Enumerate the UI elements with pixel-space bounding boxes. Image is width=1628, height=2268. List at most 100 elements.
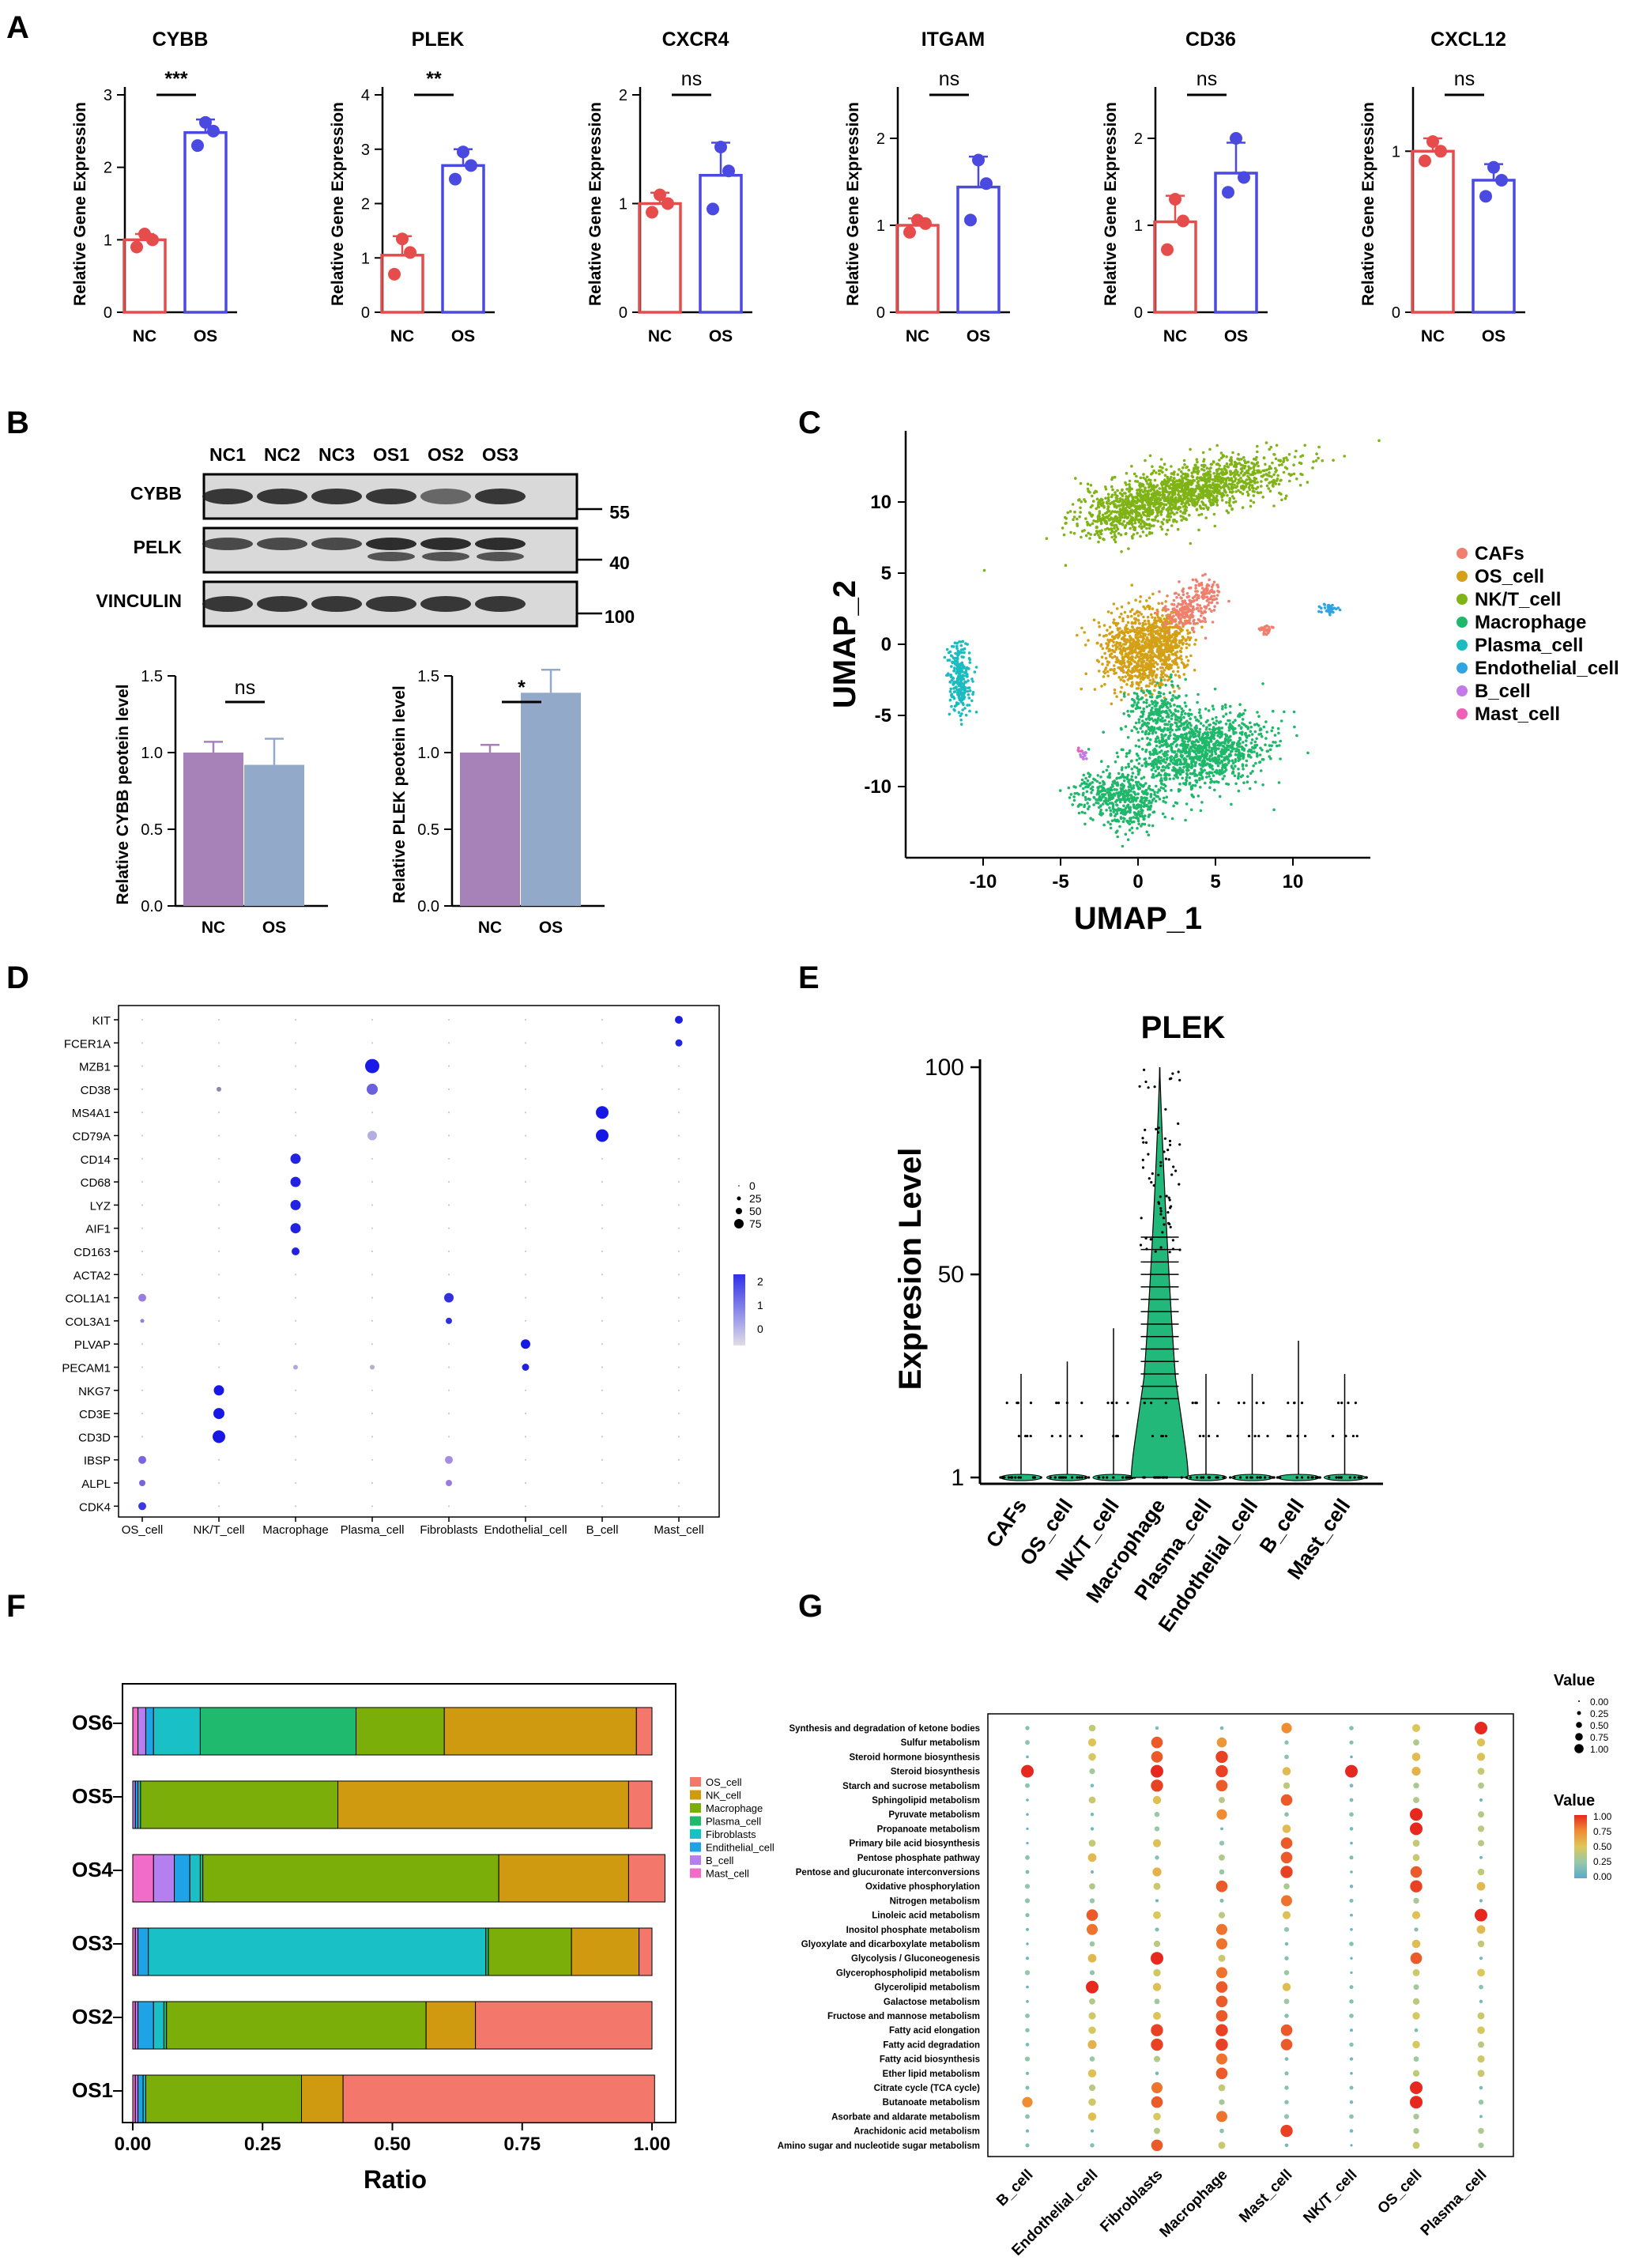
umap-point xyxy=(1105,511,1109,515)
umap-point xyxy=(1161,659,1164,662)
umap-point xyxy=(1200,801,1204,804)
umap-point xyxy=(1113,650,1116,653)
umap-point xyxy=(1293,455,1297,459)
umap-point xyxy=(1133,630,1136,634)
umap-point xyxy=(1161,466,1164,470)
y-tick-label: 2 xyxy=(619,87,627,104)
umap-point xyxy=(1170,758,1174,761)
umap-point xyxy=(1106,674,1110,677)
umap-point xyxy=(1152,670,1155,674)
umap-point xyxy=(1097,660,1101,663)
lane-label: NC1 xyxy=(209,444,246,465)
umap-point xyxy=(1146,615,1150,619)
umap-point xyxy=(1121,794,1125,798)
umap-point xyxy=(1227,478,1231,482)
umap-point xyxy=(1136,610,1139,614)
umap-point xyxy=(1140,628,1144,632)
umap-point xyxy=(1170,511,1174,514)
umap-point xyxy=(1156,519,1159,523)
umap-point xyxy=(1150,700,1154,703)
umap-point xyxy=(1170,497,1174,500)
umap-point xyxy=(1276,726,1280,730)
umap-point xyxy=(1164,605,1167,608)
umap-point xyxy=(1158,750,1161,754)
umap-point xyxy=(1174,696,1177,699)
umap-point xyxy=(1164,503,1168,507)
umap-point xyxy=(1122,508,1125,512)
umap-point xyxy=(1215,771,1219,775)
umap-point xyxy=(1185,767,1189,770)
y-axis-label: UMAP_2 xyxy=(827,580,862,708)
umap-point xyxy=(1177,727,1180,731)
umap-point xyxy=(1231,480,1234,484)
umap-point xyxy=(1187,750,1190,754)
umap-point xyxy=(1242,753,1245,757)
data-point xyxy=(964,213,977,227)
umap-point xyxy=(1167,653,1171,657)
umap-point xyxy=(1137,721,1141,724)
umap-point xyxy=(1149,795,1153,798)
umap-point xyxy=(1132,533,1136,536)
band xyxy=(367,552,415,561)
umap-point xyxy=(1149,641,1153,645)
umap-point xyxy=(1147,626,1151,630)
umap-point xyxy=(1276,477,1279,481)
umap-point xyxy=(1163,789,1167,793)
umap-point xyxy=(1186,636,1190,639)
umap-point xyxy=(1195,593,1198,596)
umap-point xyxy=(1216,468,1219,471)
umap-point xyxy=(1144,479,1148,483)
umap-point xyxy=(1208,764,1212,768)
umap-point xyxy=(1282,470,1286,474)
umap-point xyxy=(1160,736,1164,739)
umap-point xyxy=(1107,661,1111,664)
umap-point xyxy=(1184,726,1187,730)
umap-point xyxy=(1145,653,1149,656)
umap-point xyxy=(1288,479,1291,483)
umap-point xyxy=(1145,830,1148,834)
umap-point xyxy=(1144,764,1148,768)
umap-point xyxy=(1126,499,1130,503)
umap-point xyxy=(1097,534,1100,537)
umap-point xyxy=(1173,512,1176,516)
umap-point xyxy=(1086,482,1090,486)
umap-point xyxy=(1159,481,1163,485)
umap-point xyxy=(1098,633,1102,637)
umap-point xyxy=(1205,466,1209,470)
umap-point xyxy=(1174,801,1178,805)
umap-point xyxy=(1152,652,1155,655)
umap-point xyxy=(1233,483,1236,487)
umap-point xyxy=(1153,791,1156,794)
umap-point xyxy=(1264,462,1267,466)
umap-point xyxy=(1114,643,1117,647)
umap-point xyxy=(1152,662,1155,666)
umap-point xyxy=(1120,653,1124,656)
umap-point xyxy=(1171,489,1174,492)
umap-point xyxy=(1181,628,1184,632)
umap-point xyxy=(1157,602,1160,606)
umap-point xyxy=(1207,506,1210,510)
umap-point xyxy=(1277,482,1281,486)
umap-point xyxy=(1106,526,1110,530)
umap-point xyxy=(1163,815,1166,819)
umap-point xyxy=(1188,638,1192,641)
umap-point xyxy=(1141,723,1144,726)
umap-point xyxy=(1159,465,1162,469)
umap-point xyxy=(1139,485,1142,489)
umap-point xyxy=(1166,757,1169,760)
umap-point xyxy=(1212,512,1216,516)
significance-label: ns xyxy=(235,677,255,699)
umap-point xyxy=(1066,511,1069,515)
data-point xyxy=(1161,243,1174,256)
umap-point xyxy=(1146,743,1149,746)
umap-point xyxy=(1147,763,1151,766)
x-tick-label: OS xyxy=(539,919,563,937)
umap-point xyxy=(1204,620,1207,624)
umap-point xyxy=(1140,504,1144,508)
umap-point xyxy=(1132,670,1136,674)
umap-point xyxy=(1208,467,1212,470)
umap-point xyxy=(1122,804,1125,808)
umap-point xyxy=(1114,660,1117,664)
umap-point xyxy=(1187,497,1190,501)
umap-point xyxy=(1230,759,1234,762)
